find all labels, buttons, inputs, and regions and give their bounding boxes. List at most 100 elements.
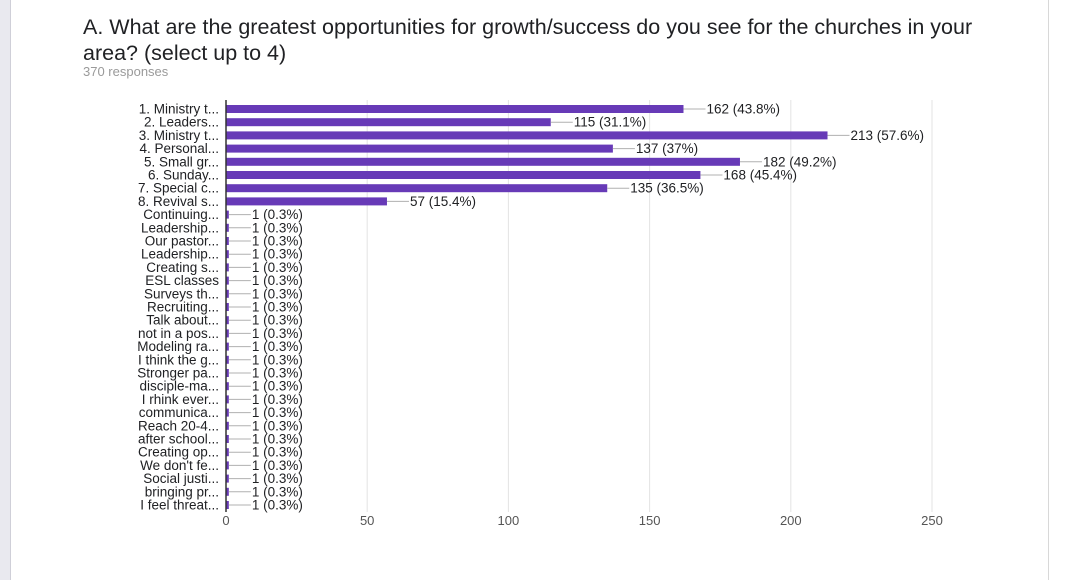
category-label: Creating op... [138, 445, 219, 460]
bar [226, 448, 229, 457]
category-label: I think the g... [138, 352, 219, 367]
bar [226, 369, 229, 377]
grid-lines [366, 100, 933, 512]
bar [226, 184, 608, 193]
value-label: 1 (0.3%) [252, 405, 303, 420]
bar [226, 276, 229, 285]
category-label: ESL classes [145, 273, 219, 288]
category-label: 3. Ministry t... [139, 128, 219, 143]
x-tick-label: 50 [360, 513, 374, 528]
bar [226, 289, 229, 298]
value-label: 1 (0.3%) [252, 339, 303, 354]
bar [226, 105, 684, 113]
question-title: A. What are the greatest opportunities f… [83, 15, 973, 65]
value-label: 1 (0.3%) [252, 313, 303, 328]
value-label: 1 (0.3%) [252, 498, 303, 513]
category-label: 1. Ministry t... [139, 102, 219, 117]
value-label: 1 (0.3%) [252, 300, 303, 315]
value-label: 1 (0.3%) [252, 234, 303, 249]
x-tick-label: 100 [498, 513, 520, 528]
category-label: 7. Special c... [138, 181, 219, 196]
bar [226, 171, 701, 179]
response-count: 370 responses [83, 64, 169, 79]
bar [226, 395, 229, 404]
category-label: 6. Sunday... [148, 168, 219, 183]
value-label: 137 (37%) [636, 141, 698, 156]
bar [226, 474, 229, 483]
bar [226, 210, 229, 219]
bar [226, 144, 613, 153]
category-label: Surveys th... [144, 286, 219, 301]
bar [226, 461, 229, 470]
labels: 0 50 100 150 200 250 1. Ministry t... 162 (43.8… [137, 102, 943, 529]
bar [226, 263, 229, 272]
bar [226, 408, 229, 417]
category-label: We don't fe... [140, 458, 219, 473]
x-tick-label: 250 [921, 513, 943, 528]
bar [226, 250, 229, 259]
bar [226, 382, 229, 391]
value-label: 1 (0.3%) [252, 273, 303, 288]
value-label: 1 (0.3%) [252, 471, 303, 486]
value-label: 57 (15.4%) [410, 194, 476, 209]
value-label: 1 (0.3%) [252, 418, 303, 433]
category-label: 2. Leaders... [144, 115, 219, 130]
value-label: 1 (0.3%) [252, 484, 303, 499]
category-label: 5. Small gr... [144, 154, 219, 169]
category-label: disciple-ma... [139, 379, 219, 394]
value-label: 1 (0.3%) [252, 286, 303, 301]
value-label: 1 (0.3%) [252, 247, 303, 262]
bar [226, 303, 229, 311]
value-label: 168 (45.4%) [723, 168, 797, 183]
category-label: Creating s... [146, 260, 219, 275]
bar [226, 223, 229, 232]
bar [226, 487, 229, 496]
category-label: Recruiting... [147, 300, 219, 315]
value-label: 182 (49.2%) [763, 154, 837, 169]
category-label: Modeling ra... [137, 339, 219, 354]
bars [226, 105, 828, 509]
category-label: not in a pos... [138, 326, 219, 341]
x-tick-label: 0 [222, 513, 229, 528]
bar [226, 501, 229, 509]
category-label: 4. Personal... [139, 141, 219, 156]
window-left-edge [0, 0, 11, 580]
value-label: 1 (0.3%) [252, 445, 303, 460]
category-label: Social justi... [143, 471, 219, 486]
bar [226, 237, 229, 245]
value-label: 1 (0.3%) [252, 220, 303, 235]
bar [226, 329, 229, 338]
value-label: 1 (0.3%) [252, 366, 303, 381]
bar [226, 355, 229, 364]
category-label: Continuing... [143, 207, 219, 222]
value-label: 1 (0.3%) [252, 379, 303, 394]
bar [226, 197, 387, 206]
value-label: 1 (0.3%) [252, 392, 303, 407]
bar [226, 435, 229, 443]
category-label: after school... [138, 432, 219, 447]
category-label: Stronger pa... [137, 366, 219, 381]
category-label: Leadership... [141, 220, 219, 235]
value-label: 213 (57.6%) [851, 128, 925, 143]
window-right-edge [1048, 0, 1049, 580]
bar [226, 421, 229, 430]
category-label: I feel threat... [140, 498, 219, 513]
bar [226, 118, 551, 127]
x-tick-label: 150 [639, 513, 661, 528]
category-label: Our pastor... [145, 234, 219, 249]
value-label: 1 (0.3%) [252, 352, 303, 367]
value-label: 1 (0.3%) [252, 207, 303, 222]
value-label: 1 (0.3%) [252, 260, 303, 275]
x-tick-label: 200 [780, 513, 802, 528]
value-label: 115 (31.1%) [574, 115, 647, 130]
bar [226, 342, 229, 351]
category-label: bringing pr... [145, 484, 219, 499]
category-label: communica... [139, 405, 219, 420]
bar [226, 157, 740, 166]
value-label: 1 (0.3%) [252, 458, 303, 473]
value-label: 162 (43.8%) [706, 102, 780, 117]
category-label: I rhink ever... [142, 392, 219, 407]
bar [226, 131, 828, 140]
bar [226, 316, 229, 325]
